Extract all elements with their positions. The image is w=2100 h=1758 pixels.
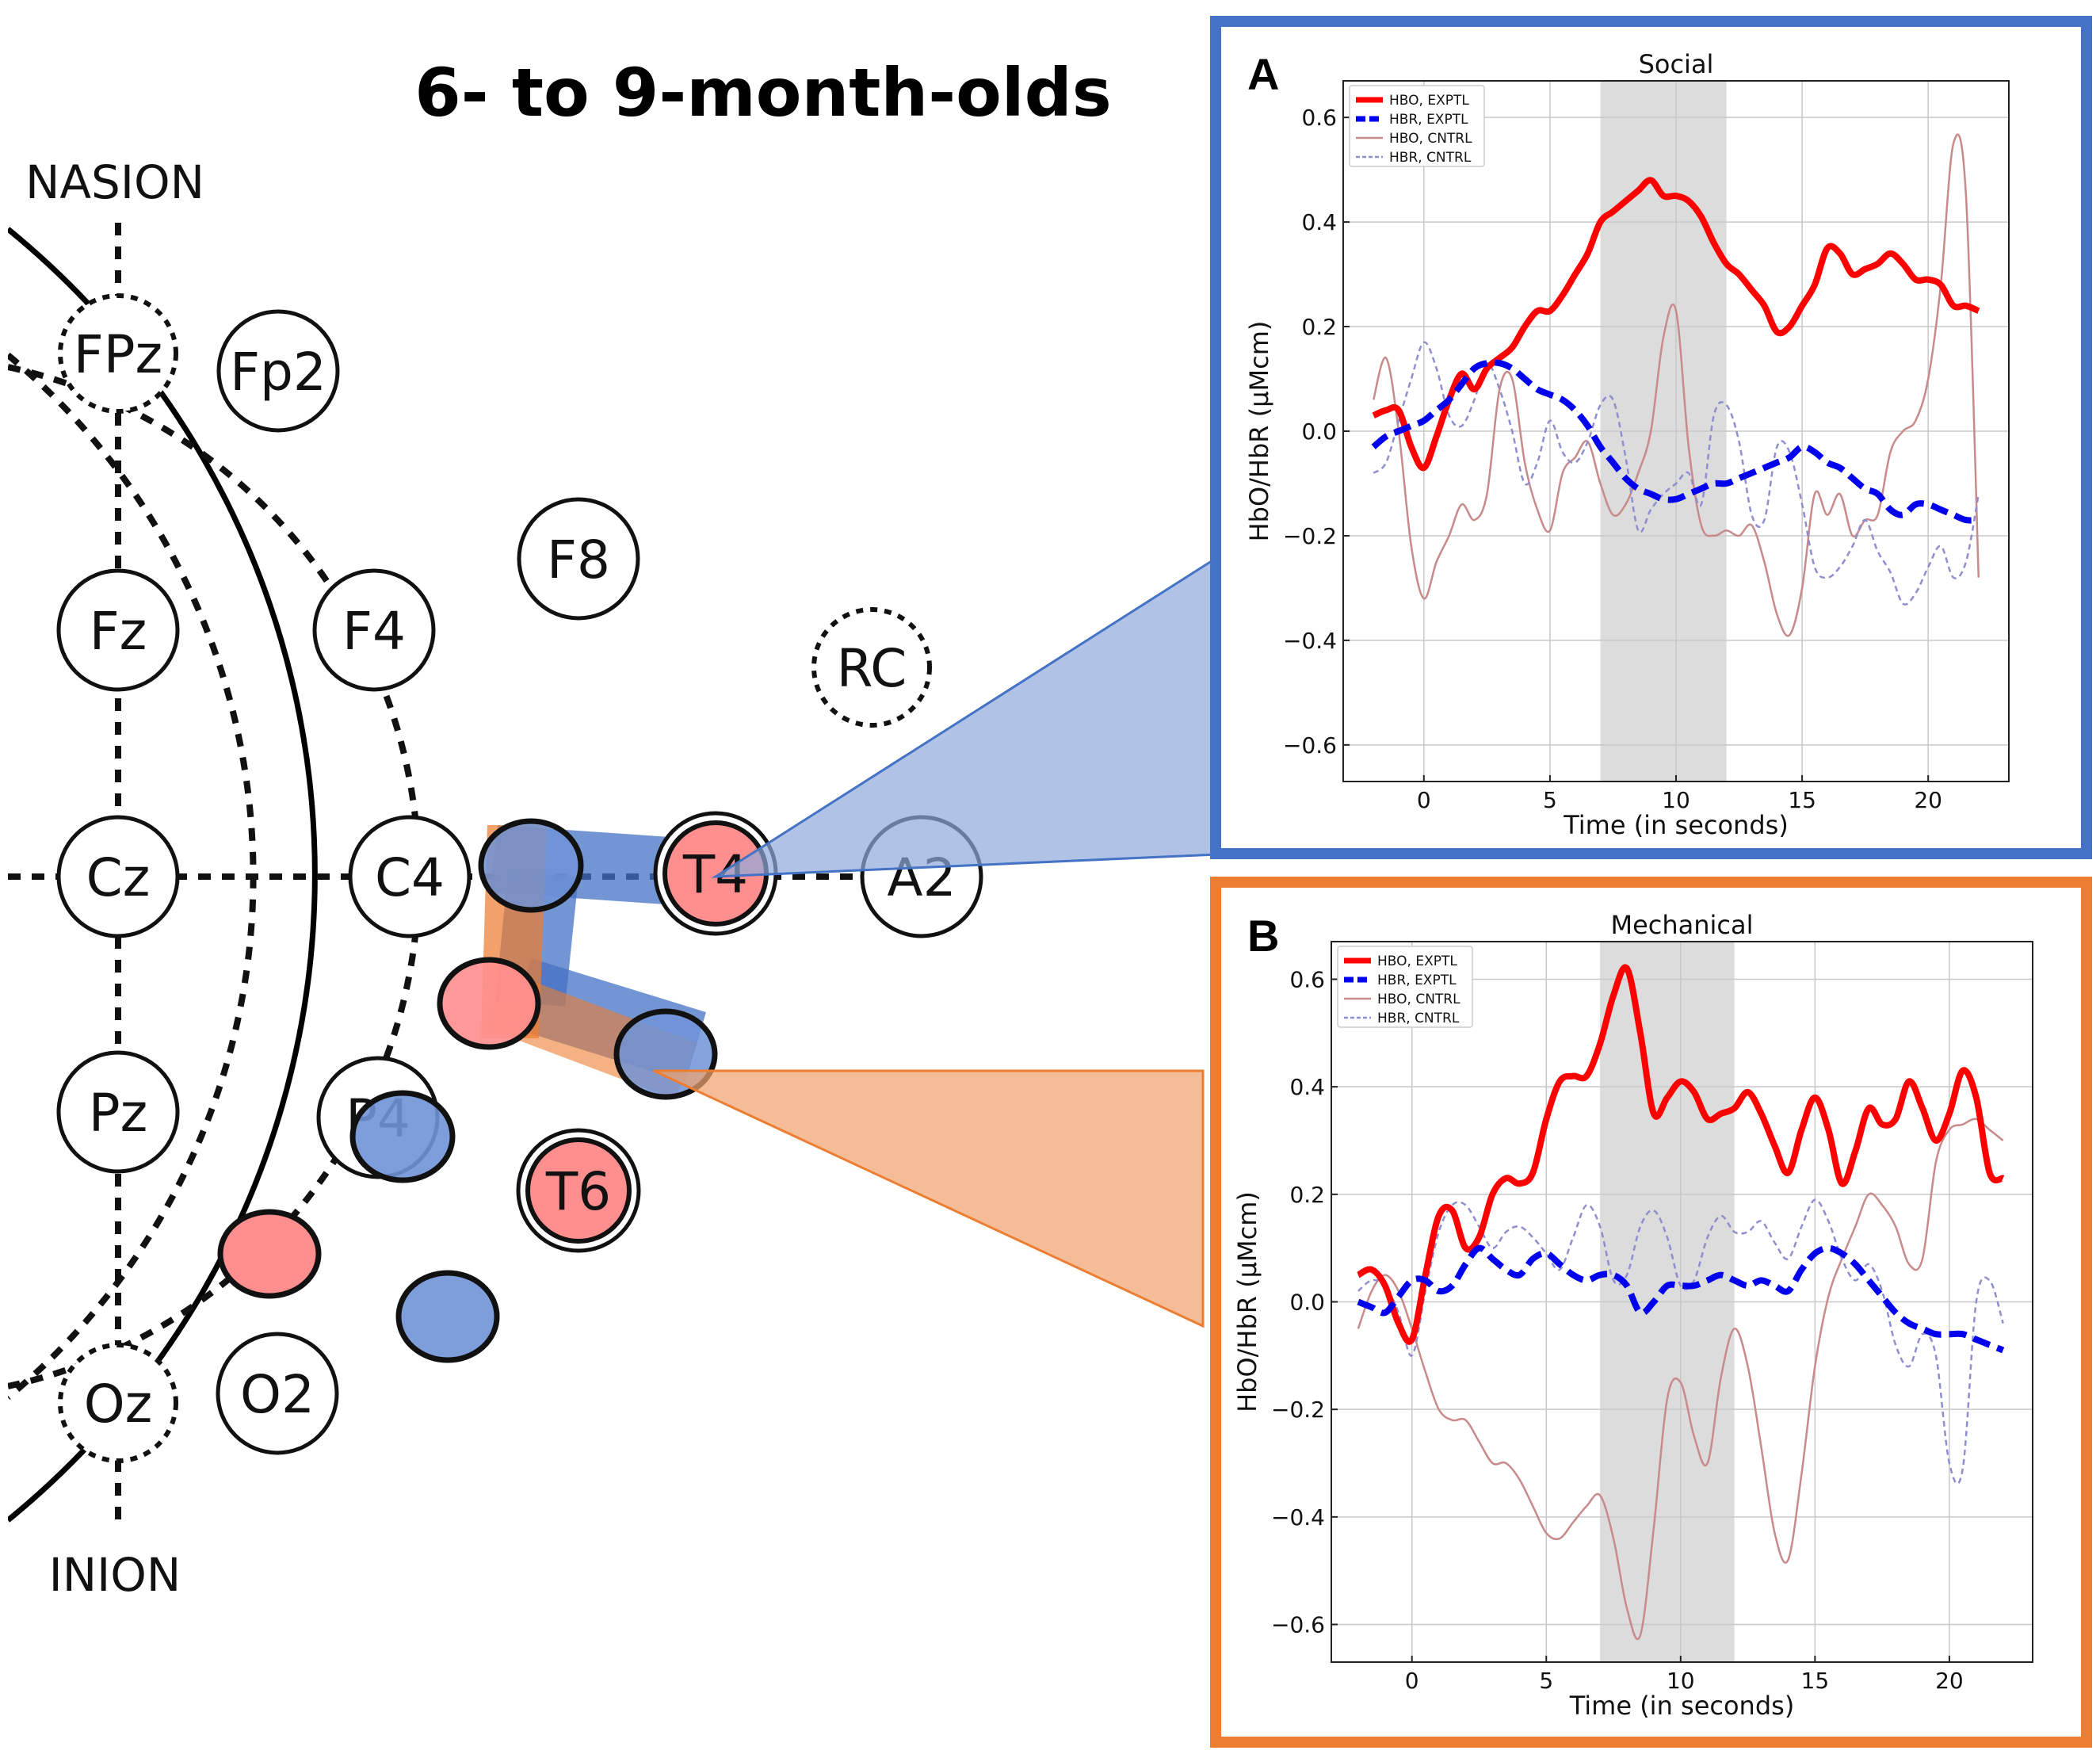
- callout-wedge-a: [711, 556, 1218, 878]
- electrode-label: Fz: [90, 601, 147, 662]
- detector-optode: [395, 1270, 500, 1363]
- legend-entry-label: HBO, CNTRL: [1389, 131, 1472, 147]
- head-diagram: NASION INION FPz Fp2 F8: [8, 155, 983, 1602]
- electrode-f8: F8: [517, 497, 640, 621]
- electrode-label: FPz: [74, 324, 162, 385]
- y-tick-label: −0.2: [1271, 1397, 1325, 1423]
- panel-a-letter: A: [1247, 49, 1279, 99]
- legend-entry-label: HBR, EXPTL: [1389, 112, 1468, 128]
- y-tick-label: −0.6: [1271, 1612, 1325, 1638]
- electrodes: FPz Fp2 F8 Fz F4 RC: [56, 293, 983, 1463]
- electrode-fz: Fz: [56, 568, 180, 692]
- x-tick-label: 15: [1788, 787, 1816, 813]
- legend-entry-label: HBO, EXPTL: [1389, 93, 1469, 109]
- y-tick-label: 0.4: [1289, 1074, 1325, 1100]
- chart-title: Social: [1639, 49, 1714, 79]
- electrode-c4: C4: [348, 815, 472, 938]
- y-tick-label: 0.0: [1301, 418, 1337, 445]
- legend-entry-label: HBR, CNTRL: [1389, 150, 1472, 166]
- figure-title: 6- to 9-month-olds: [414, 54, 1111, 132]
- detector-optode: [478, 818, 584, 913]
- series-group: [1371, 133, 1980, 637]
- electrode-label: O2: [240, 1364, 315, 1425]
- legend-box: [1349, 85, 1485, 167]
- series-line-hbr-exptl: [1357, 1244, 2005, 1354]
- callout-wedge-b: [653, 1069, 1205, 1328]
- y-tick-label: 0.6: [1289, 966, 1325, 992]
- series-line-hbo-exptl: [1372, 177, 1980, 472]
- electrode-label: Cz: [86, 847, 151, 908]
- series-line-hbr-cntrl: [1357, 1198, 2004, 1485]
- y-tick-label: −0.4: [1283, 628, 1337, 654]
- y-tick-label: 0.2: [1301, 314, 1337, 340]
- legend-entry-label: HBR, CNTRL: [1377, 1011, 1460, 1026]
- inion-label: INION: [49, 1548, 181, 1602]
- series-group: [1357, 964, 2005, 1641]
- chart-panel-b: 0 5 10 15 20 −0.6 −0.4 −0.2 0.0 0.2 0.4 0.6 Mechanic…: [1232, 910, 2033, 1721]
- electrode-label: Oz: [84, 1374, 153, 1435]
- detector-optode: [349, 1090, 456, 1183]
- electrode-pz: Pz: [56, 1050, 180, 1174]
- y-tick-label: −0.4: [1271, 1504, 1325, 1531]
- x-tick-label: 5: [1543, 787, 1557, 813]
- series-line-hbr-exptl: [1371, 359, 1979, 524]
- source-optode: [437, 957, 541, 1050]
- x-tick-label: 10: [1667, 1668, 1695, 1694]
- electrode-oz: Oz: [58, 1343, 178, 1463]
- electrode-label: RC: [837, 638, 907, 699]
- legend-entry-label: HBR, EXPTL: [1377, 973, 1457, 988]
- x-axis-label: Time (in seconds): [1569, 1691, 1795, 1721]
- y-tick-label: −0.2: [1283, 523, 1337, 549]
- y-tick-label: −0.6: [1283, 732, 1337, 759]
- legend-entry-label: HBO, CNTRL: [1377, 992, 1460, 1007]
- head-outline: [8, 227, 318, 1523]
- series-line-hbo-exptl: [1357, 964, 2005, 1345]
- x-tick-label: 20: [1914, 787, 1942, 813]
- y-tick-label: 0.2: [1289, 1182, 1325, 1208]
- electrode-label: F8: [547, 529, 610, 590]
- y-axis-label: HbO/HbR (μMcm): [1244, 321, 1274, 542]
- x-tick-label: 5: [1539, 1668, 1553, 1694]
- electrode-label: Fp2: [230, 342, 326, 403]
- electrode-fpz: FPz: [58, 293, 178, 414]
- electrode-o2: O2: [216, 1332, 339, 1455]
- panel-b-letter: B: [1247, 911, 1279, 961]
- y-tick-label: 0.4: [1301, 209, 1337, 235]
- x-tick-label: 10: [1662, 787, 1690, 813]
- x-tick-label: 0: [1405, 1668, 1419, 1694]
- chart-panel-a: 0 5 10 15 20 −0.6 −0.4 −0.2 0.0 0.2 0.4 0.6 Social Ti…: [1244, 49, 2010, 840]
- y-tick-label: 0.6: [1301, 105, 1337, 131]
- legend-entry-label: HBO, EXPTL: [1377, 954, 1457, 969]
- electrode-f4: F4: [312, 568, 436, 692]
- source-optode: [217, 1209, 322, 1299]
- nasion-label: NASION: [25, 155, 204, 209]
- electrode-cz: Cz: [56, 815, 180, 938]
- electrode-label: T6: [545, 1161, 611, 1222]
- chart-title: Mechanical: [1610, 910, 1753, 940]
- electrode-t6: T6: [516, 1128, 641, 1253]
- x-axis-label: Time (in seconds): [1563, 810, 1789, 840]
- electrode-fp2: Fp2: [216, 309, 340, 433]
- legend: HBO, EXPTL HBR, EXPTL HBO, CNTRL HBR, CNTRL: [1349, 85, 1485, 167]
- series-line-hbr-cntrl: [1373, 341, 1980, 606]
- electrode-label: C4: [375, 847, 445, 908]
- electrode-label: F4: [342, 601, 406, 662]
- series-line-hbo-cntrl: [1357, 1118, 2004, 1641]
- electrode-label: Pz: [89, 1083, 147, 1144]
- electrode-rc: RC: [811, 607, 932, 728]
- x-tick-label: 15: [1801, 1668, 1830, 1694]
- y-tick-label: 0.0: [1289, 1290, 1325, 1316]
- legend: HBO, EXPTL HBR, EXPTL HBO, CNTRL HBR, CNTRL: [1337, 946, 1473, 1028]
- x-tick-label: 0: [1417, 787, 1431, 813]
- series-line-hbo-cntrl: [1372, 133, 1980, 637]
- y-axis-label: HbO/HbR (μMcm): [1232, 1191, 1262, 1412]
- electrode-t4: T4: [653, 811, 778, 936]
- x-tick-label: 20: [1935, 1668, 1964, 1694]
- optodes: [217, 818, 718, 1363]
- legend-box: [1337, 946, 1473, 1028]
